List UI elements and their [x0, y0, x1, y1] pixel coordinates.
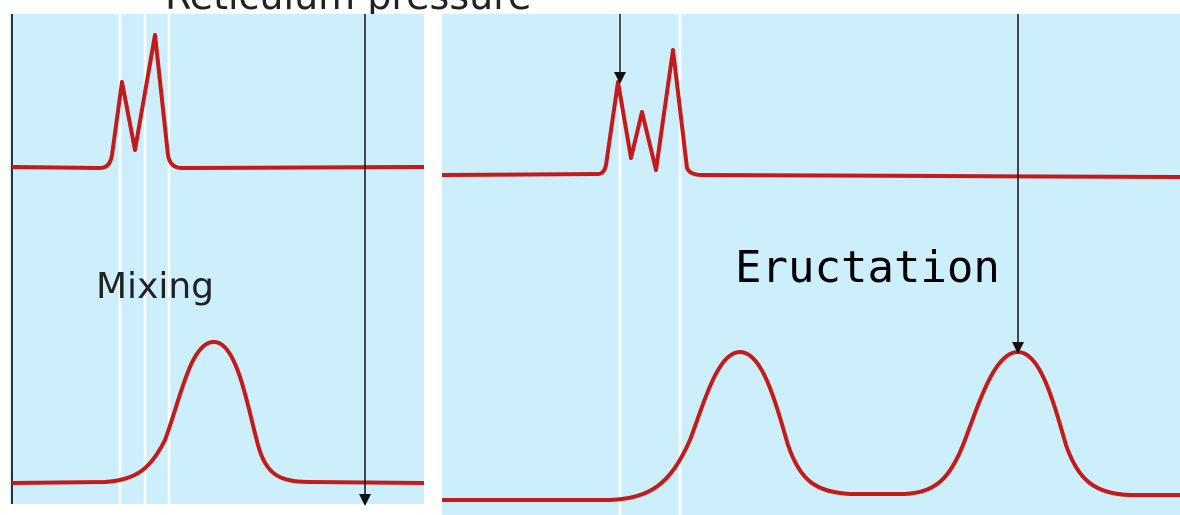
left-reticulum-trace: [11, 33, 425, 170]
left-rumen-trace: [11, 340, 425, 485]
left-panel: Mixing: [10, 14, 425, 506]
right-panel: Eructation: [441, 14, 1180, 515]
right-rumen-trace: [442, 350, 1180, 502]
right-panel-background: [442, 14, 1180, 515]
top-title: Reticulum pressure: [165, 0, 531, 18]
right-panel-label: Eructation: [735, 242, 1000, 293]
right-reticulum-trace: [441, 48, 1180, 179]
left-panel-label: Mixing: [96, 266, 214, 307]
left-panel-background: [10, 14, 424, 504]
